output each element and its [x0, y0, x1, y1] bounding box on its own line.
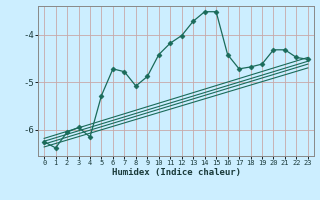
X-axis label: Humidex (Indice chaleur): Humidex (Indice chaleur) — [111, 168, 241, 177]
